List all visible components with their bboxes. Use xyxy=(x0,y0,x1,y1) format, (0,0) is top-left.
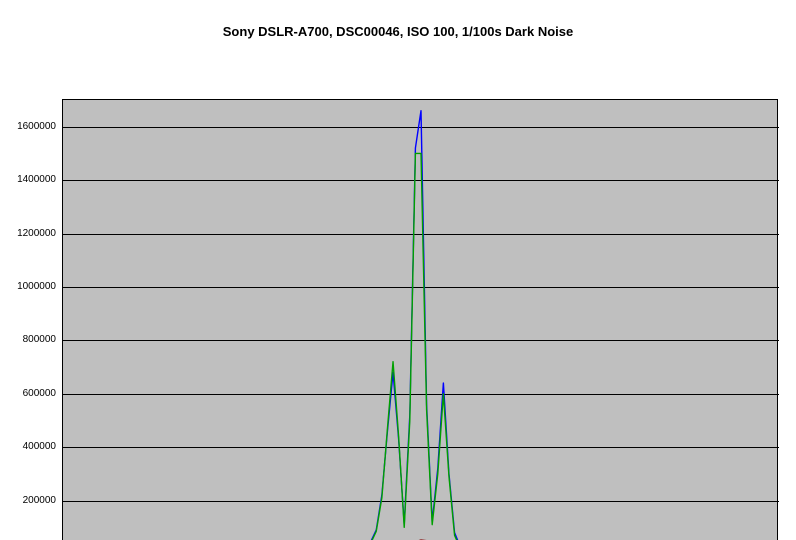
ytick-label: 1600000 xyxy=(17,121,56,132)
series-layer xyxy=(63,100,779,540)
chart-title: Sony DSLR-A700, DSC00046, ISO 100, 1/100… xyxy=(0,0,796,39)
plot-area xyxy=(62,99,778,540)
series-green xyxy=(63,153,779,540)
ytick-label: 200000 xyxy=(23,495,56,506)
ytick-label: 1200000 xyxy=(17,228,56,239)
ytick-label: 400000 xyxy=(23,441,56,452)
chart-area: 0200000400000600000800000100000012000001… xyxy=(0,39,796,540)
ytick-label: 1400000 xyxy=(17,174,56,185)
ytick-label: 1000000 xyxy=(17,281,56,292)
ytick-label: 600000 xyxy=(23,388,56,399)
ytick-label: 800000 xyxy=(23,334,56,345)
